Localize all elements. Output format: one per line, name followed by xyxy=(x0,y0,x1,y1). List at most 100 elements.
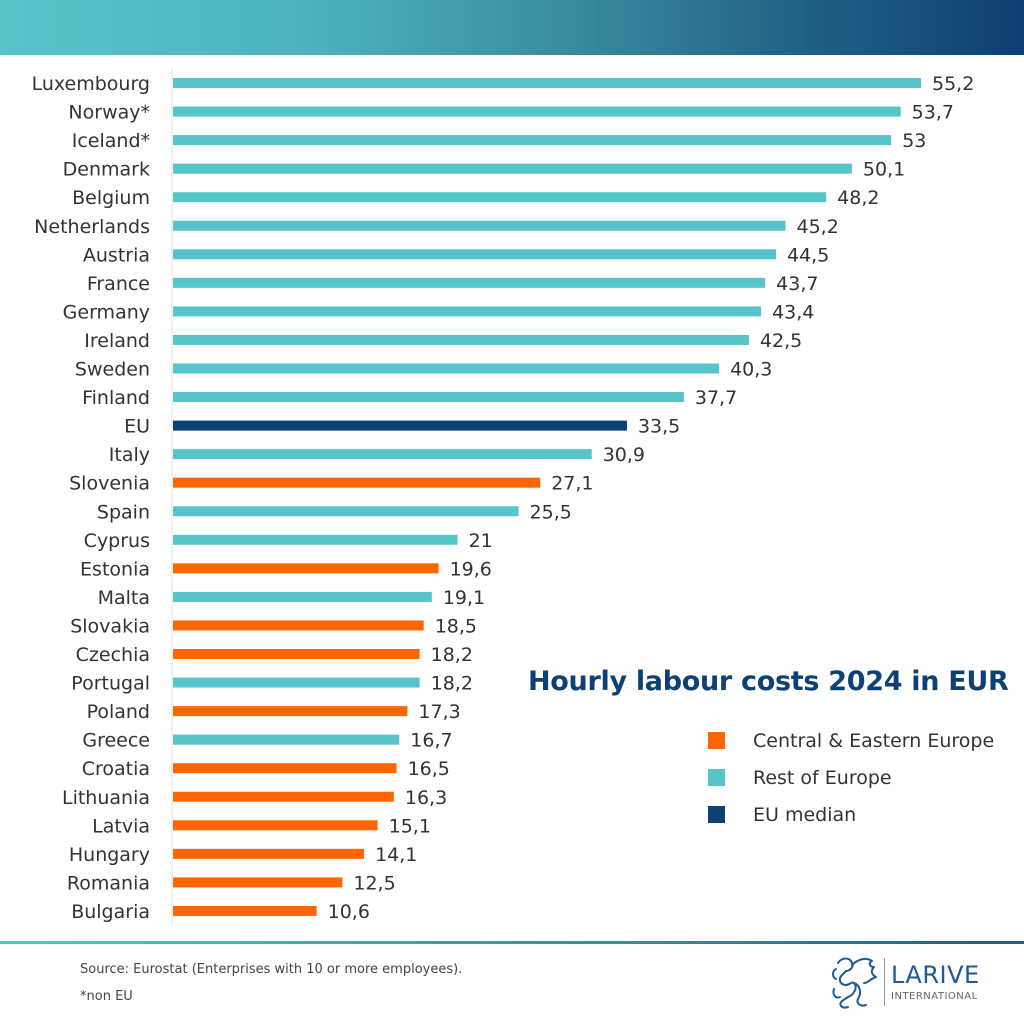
category-label: Portugal xyxy=(71,673,150,695)
category-label: Austria xyxy=(83,244,150,266)
bar xyxy=(173,706,408,717)
bar xyxy=(173,392,684,403)
bar xyxy=(173,477,541,488)
bar xyxy=(173,677,420,688)
category-label: Iceland* xyxy=(72,130,150,152)
legend-label-eu: EU median xyxy=(753,803,857,826)
category-label: Greece xyxy=(82,730,150,752)
bar xyxy=(173,249,777,260)
legend-swatch-cee xyxy=(708,732,725,749)
value-label: 45,2 xyxy=(796,216,838,238)
category-label: Italy xyxy=(109,444,150,466)
category-label: Cyprus xyxy=(84,530,150,552)
bar xyxy=(173,106,901,117)
category-label: France xyxy=(87,273,150,295)
value-label: 55,2 xyxy=(932,73,974,95)
value-label: 15,1 xyxy=(389,815,431,837)
value-label: 33,5 xyxy=(638,416,680,438)
value-label: 48,2 xyxy=(837,187,879,209)
value-label: 16,7 xyxy=(410,730,452,752)
larive-logo: LARIVE INTERNATIONAL xyxy=(828,953,980,1011)
value-label: 18,5 xyxy=(435,615,477,637)
griffin-icon xyxy=(832,957,877,1009)
value-label: 12,5 xyxy=(353,872,395,894)
logo-name: LARIVE xyxy=(891,960,980,989)
bar xyxy=(173,449,592,460)
category-label: Ireland xyxy=(84,330,150,352)
value-label: 50,1 xyxy=(863,159,905,181)
category-label: Poland xyxy=(87,701,150,723)
bar xyxy=(173,734,400,745)
value-label: 19,1 xyxy=(443,587,485,609)
bar xyxy=(173,563,439,574)
logo-text: LARIVE INTERNATIONAL xyxy=(891,963,980,1002)
bar xyxy=(173,791,394,802)
value-label: 53,7 xyxy=(912,102,954,124)
value-label: 19,6 xyxy=(450,558,492,580)
bar xyxy=(173,848,365,859)
bar xyxy=(173,763,397,774)
footer-divider xyxy=(0,941,1024,944)
bar xyxy=(173,192,827,203)
logo-subtitle: INTERNATIONAL xyxy=(891,990,978,1002)
category-label: Hungary xyxy=(69,844,150,866)
value-label: 30,9 xyxy=(603,444,645,466)
category-label: Romania xyxy=(67,872,150,894)
bar xyxy=(173,905,317,916)
bar xyxy=(173,591,432,602)
legend: Central & Eastern Europe Rest of Europe … xyxy=(708,722,994,833)
bar xyxy=(173,135,892,146)
bar xyxy=(173,534,458,545)
legend-label-rest: Rest of Europe xyxy=(753,766,892,789)
category-label: Denmark xyxy=(63,159,150,181)
value-label: 25,5 xyxy=(530,501,572,523)
value-label: 53 xyxy=(902,130,926,152)
bar xyxy=(173,277,766,288)
legend-item-rest: Rest of Europe xyxy=(708,759,994,796)
bar xyxy=(173,506,519,517)
value-label: 27,1 xyxy=(551,473,593,495)
value-label: 18,2 xyxy=(431,644,473,666)
category-label: Finland xyxy=(82,387,150,409)
legend-label-cee: Central & Eastern Europe xyxy=(753,729,995,752)
bar xyxy=(173,820,378,831)
category-label: Luxembourg xyxy=(32,73,150,95)
bar-chart: Luxembourg 55,2 Norway* 53,7 Iceland* 53 Denma… xyxy=(32,68,974,925)
category-label: Norway* xyxy=(68,102,150,124)
bar xyxy=(173,78,921,88)
bar xyxy=(173,163,852,174)
value-label: 18,2 xyxy=(431,673,473,695)
category-label: Croatia xyxy=(82,758,150,780)
value-label: 17,3 xyxy=(418,701,460,723)
bar xyxy=(173,220,786,231)
category-label: Latvia xyxy=(92,815,150,837)
value-label: 14,1 xyxy=(375,844,417,866)
category-label: Germany xyxy=(63,301,150,323)
category-label: Slovenia xyxy=(69,473,150,495)
bar xyxy=(173,649,420,659)
category-label: Slovakia xyxy=(70,615,150,637)
value-label: 10,6 xyxy=(328,901,370,923)
value-label: 37,7 xyxy=(695,387,737,409)
bar xyxy=(173,334,749,345)
category-label: Sweden xyxy=(75,359,150,381)
source-note: Source: Eurostat (Enterprises with 10 or… xyxy=(80,962,463,977)
value-label: 16,5 xyxy=(408,758,450,780)
category-label: Czechia xyxy=(76,644,150,666)
value-label: 43,4 xyxy=(772,301,814,323)
legend-item-eu: EU median xyxy=(708,796,994,833)
legend-swatch-eu xyxy=(708,806,725,823)
bar xyxy=(173,306,762,317)
category-label: Malta xyxy=(98,587,150,609)
legend-swatch-rest xyxy=(708,769,725,786)
header-gradient-band xyxy=(0,0,1024,55)
category-label: Netherlands xyxy=(34,216,150,238)
category-label: Spain xyxy=(97,501,150,523)
bar xyxy=(173,420,627,431)
category-label: Lithuania xyxy=(62,787,150,809)
bar xyxy=(173,620,424,631)
value-label: 42,5 xyxy=(760,330,802,352)
value-label: 40,3 xyxy=(730,359,772,381)
non-eu-footnote: *non EU xyxy=(80,989,133,1004)
value-label: 16,3 xyxy=(405,787,447,809)
